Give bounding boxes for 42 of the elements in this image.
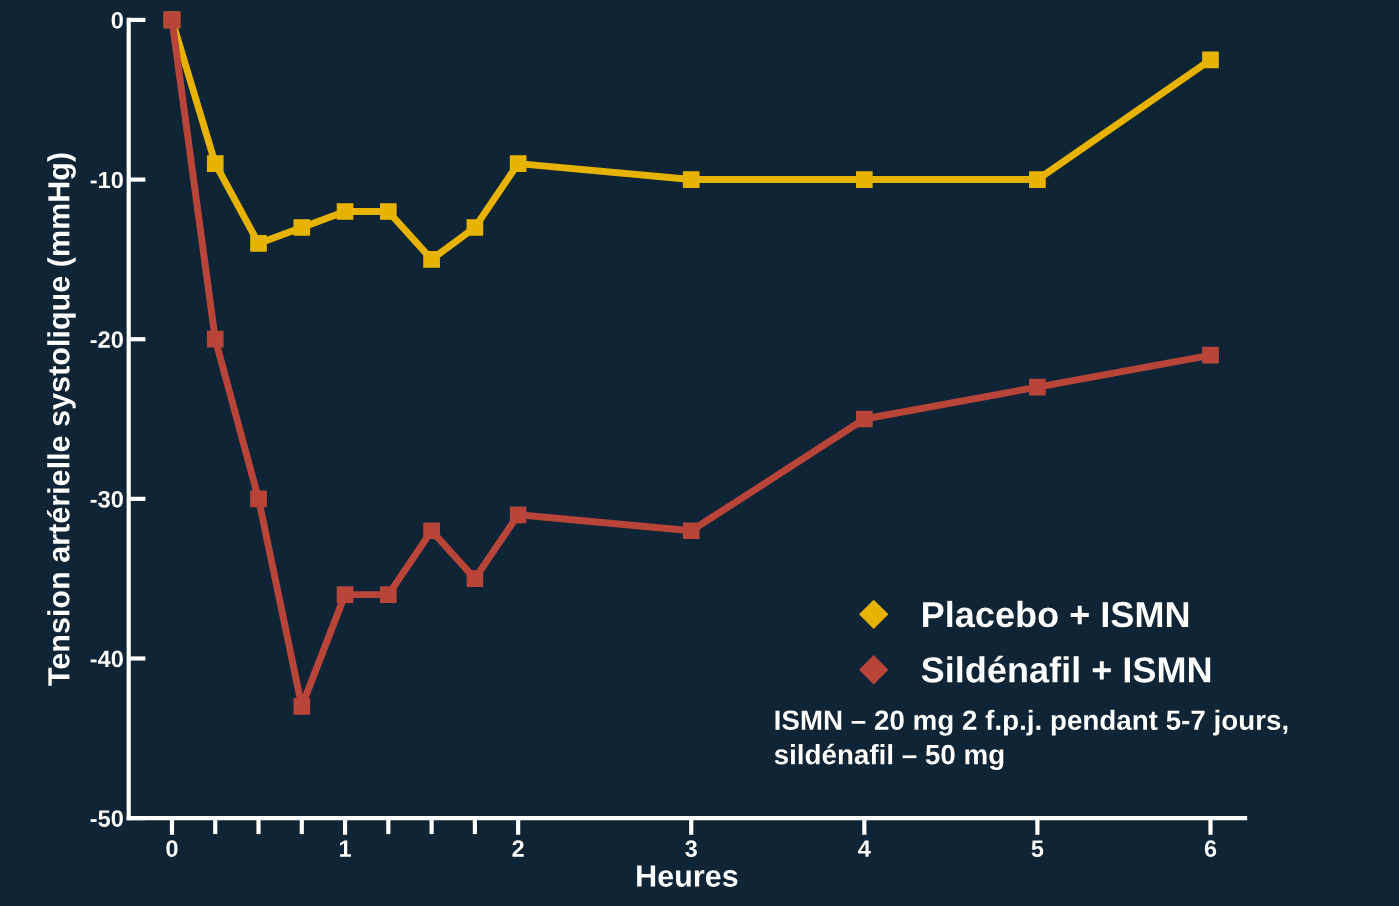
legend-label: Sildénafil + ISMN — [921, 655, 1211, 683]
x-tick-label: 4 — [858, 840, 871, 857]
point — [336, 586, 354, 603]
point — [1202, 51, 1219, 69]
y-tick-label: -20 — [90, 331, 123, 348]
x-axis-title: Heures — [637, 865, 738, 887]
annotation: ISMN – 20 mg 2 f.p.j. pendant 5-7 jours, sildénafil – 50 mg — [774, 709, 1288, 771]
y-tick-label: -50 — [90, 810, 123, 827]
x-tick-label: 3 — [685, 840, 697, 858]
x-tick-label: 0 — [166, 840, 178, 857]
point — [293, 698, 311, 715]
y-tick-label: 0 — [111, 12, 123, 29]
y-axis-title: Tension artérielle systolique (mmHg) — [46, 153, 76, 686]
x-tick-label: 2 — [512, 840, 524, 857]
point — [682, 171, 700, 188]
y-tick-label: -40 — [90, 650, 123, 668]
point — [336, 203, 354, 220]
point — [466, 219, 484, 236]
point — [509, 506, 527, 524]
point — [250, 235, 267, 252]
x-tick-label: 1 — [339, 840, 351, 857]
point — [206, 330, 224, 348]
x-tick-label: 6 — [1204, 840, 1217, 857]
point — [855, 171, 873, 188]
y-tick-label: -30 — [90, 490, 123, 508]
point — [206, 155, 224, 172]
x-tick-label: 5 — [1031, 840, 1044, 857]
point — [423, 251, 440, 268]
point — [1202, 346, 1219, 364]
legend-label: Placebo + ISMN — [923, 600, 1189, 628]
point — [509, 155, 527, 172]
point — [380, 586, 397, 603]
point — [466, 570, 484, 587]
point — [423, 522, 440, 540]
point — [682, 522, 700, 540]
point — [855, 410, 873, 428]
y-tick-label: -10 — [90, 171, 123, 189]
point — [293, 219, 311, 236]
point — [380, 203, 397, 220]
point — [1029, 378, 1046, 396]
point — [1029, 171, 1046, 188]
point — [250, 490, 267, 508]
